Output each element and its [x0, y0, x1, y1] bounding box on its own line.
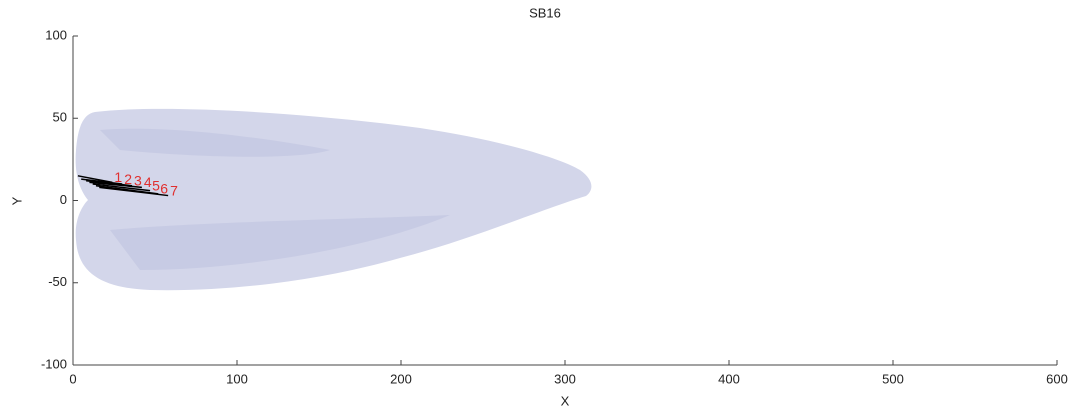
end-label: 1: [114, 169, 122, 185]
end-label: 2: [124, 171, 132, 187]
x-tick-label: 0: [69, 371, 76, 386]
end-label: 4: [144, 174, 152, 190]
x-tick-label: 200: [390, 371, 412, 386]
x-tick-label: 100: [226, 371, 248, 386]
end-label: 6: [160, 181, 168, 197]
series-line: [86, 180, 133, 187]
y-tick-label: -50: [48, 274, 67, 289]
x-tick-label: 500: [882, 371, 904, 386]
y-tick-label: 0: [60, 192, 67, 207]
end-label: 5: [152, 177, 160, 193]
x-axis-label: X: [561, 393, 570, 408]
end-label: 7: [170, 182, 178, 198]
chart-title: SB16: [529, 5, 561, 20]
series-line: [99, 186, 169, 197]
y-axis-label: Y: [9, 196, 24, 205]
y-tick-label: -100: [41, 356, 67, 371]
x-tick-label: 300: [554, 371, 576, 386]
series-line: [89, 181, 142, 189]
series-line: [92, 183, 151, 192]
end-label: 3: [134, 172, 142, 188]
tissue-texture: [100, 128, 450, 270]
x-tick-label: 600: [1046, 371, 1068, 386]
y-tick-label: 100: [45, 27, 67, 42]
series-line: [77, 175, 113, 184]
y-tick-label: 50: [53, 110, 67, 125]
x-tick-label: 400: [718, 371, 740, 386]
